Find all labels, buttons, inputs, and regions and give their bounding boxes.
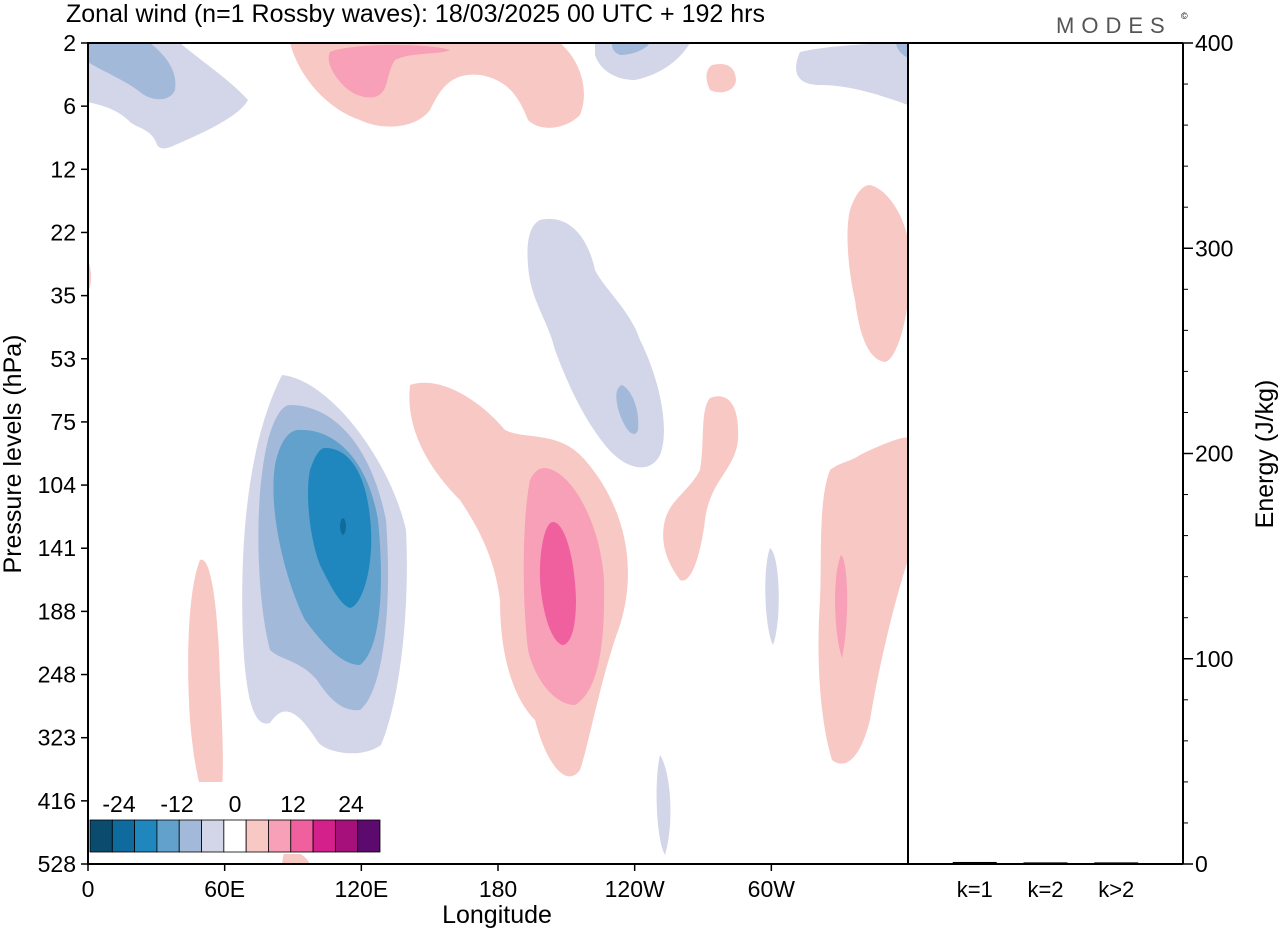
energy-bar bbox=[952, 861, 997, 864]
chart-title: Zonal wind (n=1 Rossby waves): 18/03/202… bbox=[66, 0, 765, 28]
pos-contour-core bbox=[539, 522, 576, 645]
y-tick-label: 188 bbox=[38, 598, 76, 624]
y-tick-label: 6 bbox=[63, 93, 76, 119]
modes-logo: MODES bbox=[1056, 13, 1172, 38]
y-tick-label: 416 bbox=[38, 788, 76, 814]
y-tick-label: 2 bbox=[63, 30, 76, 56]
energy-bars: k=1 k=2 k>2 bbox=[952, 861, 1139, 902]
logo-copyright-mark: © bbox=[1181, 11, 1188, 21]
neg-contour-mid-2 bbox=[616, 385, 639, 434]
colorbar-label: 24 bbox=[338, 791, 364, 817]
energy-axis-label: Energy (J/kg) bbox=[1251, 380, 1279, 529]
pos-contour-right bbox=[818, 437, 908, 764]
colorbar-swatch bbox=[134, 819, 158, 853]
x-tick-label: 120E bbox=[334, 876, 388, 902]
colorbar-swatch bbox=[357, 819, 381, 853]
y-tick-label: 35 bbox=[50, 283, 76, 309]
y-tick-label: 141 bbox=[38, 535, 76, 561]
pos-contour-strat-right bbox=[847, 185, 908, 362]
pos-contour-lower-left bbox=[188, 559, 223, 818]
colorbar-swatch bbox=[156, 819, 180, 853]
colorbar-swatch bbox=[334, 819, 359, 853]
y-tick-label: 53 bbox=[50, 346, 76, 372]
y-tick-label: 75 bbox=[50, 409, 76, 435]
energy-tick-label: 300 bbox=[1195, 235, 1233, 261]
pos-contour-dot bbox=[706, 63, 736, 93]
energy-bar-label: k=2 bbox=[1027, 877, 1063, 902]
colorbar-swatch bbox=[268, 819, 292, 853]
energy-tick-label: 200 bbox=[1195, 441, 1233, 467]
x-tick-label: 180 bbox=[479, 876, 517, 902]
contour-field bbox=[88, 43, 908, 864]
colorbar-label: 0 bbox=[229, 791, 242, 817]
y-tick-label: 22 bbox=[50, 219, 76, 245]
colorbar-swatch bbox=[178, 819, 202, 853]
y-tick-label: 104 bbox=[38, 472, 77, 498]
y-tick-label: 12 bbox=[50, 156, 76, 182]
colorbar-swatch bbox=[245, 819, 269, 853]
neg-contour-4 bbox=[308, 448, 372, 608]
pos-contour-mid-right bbox=[663, 396, 739, 581]
energy-tick-label: 0 bbox=[1195, 851, 1208, 877]
x-tick-label: 0 bbox=[82, 876, 95, 902]
pos-contour-bottom bbox=[282, 851, 310, 864]
y-tick-label: 528 bbox=[38, 851, 76, 877]
neg-contour-top-left-2 bbox=[88, 43, 176, 100]
colorbar-swatch bbox=[201, 819, 225, 853]
neg-contour-small-2 bbox=[656, 755, 671, 855]
neg-contour-small-1 bbox=[765, 548, 779, 645]
neg-contour-top-right bbox=[796, 43, 908, 105]
y-tick-label: 323 bbox=[38, 725, 76, 751]
neg-contour-top-mid-2 bbox=[612, 43, 650, 55]
colorbar-label: -12 bbox=[160, 791, 193, 817]
colorbar-label: -24 bbox=[102, 791, 135, 817]
colorbar: -24 -12 0 12 24 bbox=[88, 782, 382, 854]
energy-bar-label: k=1 bbox=[957, 877, 993, 902]
neg-contour-mid bbox=[527, 218, 664, 468]
x-tick-label: 60W bbox=[748, 876, 796, 902]
energy-bar bbox=[1094, 862, 1139, 865]
x-tick-label: 120W bbox=[605, 876, 665, 902]
colorbar-swatch bbox=[312, 819, 336, 853]
neg-contour-core bbox=[340, 518, 346, 535]
pos-contour-top-2 bbox=[328, 44, 450, 98]
energy-tick-label: 100 bbox=[1195, 646, 1233, 672]
colorbar-label: 12 bbox=[280, 791, 306, 817]
energy-bar-label: k>2 bbox=[1098, 877, 1134, 902]
colorbar-swatch bbox=[290, 819, 314, 853]
pos-contour-right-2 bbox=[835, 555, 848, 658]
energy-tick-label: 400 bbox=[1195, 30, 1233, 56]
colorbar-swatch bbox=[223, 819, 247, 853]
colorbar-swatch bbox=[111, 819, 136, 853]
x-axis-label: Longitude bbox=[442, 901, 552, 929]
y-axis-label: Pressure levels (hPa) bbox=[0, 335, 27, 574]
energy-axes: 0 100 200 300 400 bbox=[907, 30, 1233, 877]
colorbar-swatch bbox=[89, 819, 113, 853]
x-tick-label: 60E bbox=[204, 876, 245, 902]
energy-bar bbox=[1023, 862, 1068, 865]
neg-contour-top-right-2 bbox=[896, 43, 908, 58]
y-tick-label: 248 bbox=[38, 662, 76, 688]
